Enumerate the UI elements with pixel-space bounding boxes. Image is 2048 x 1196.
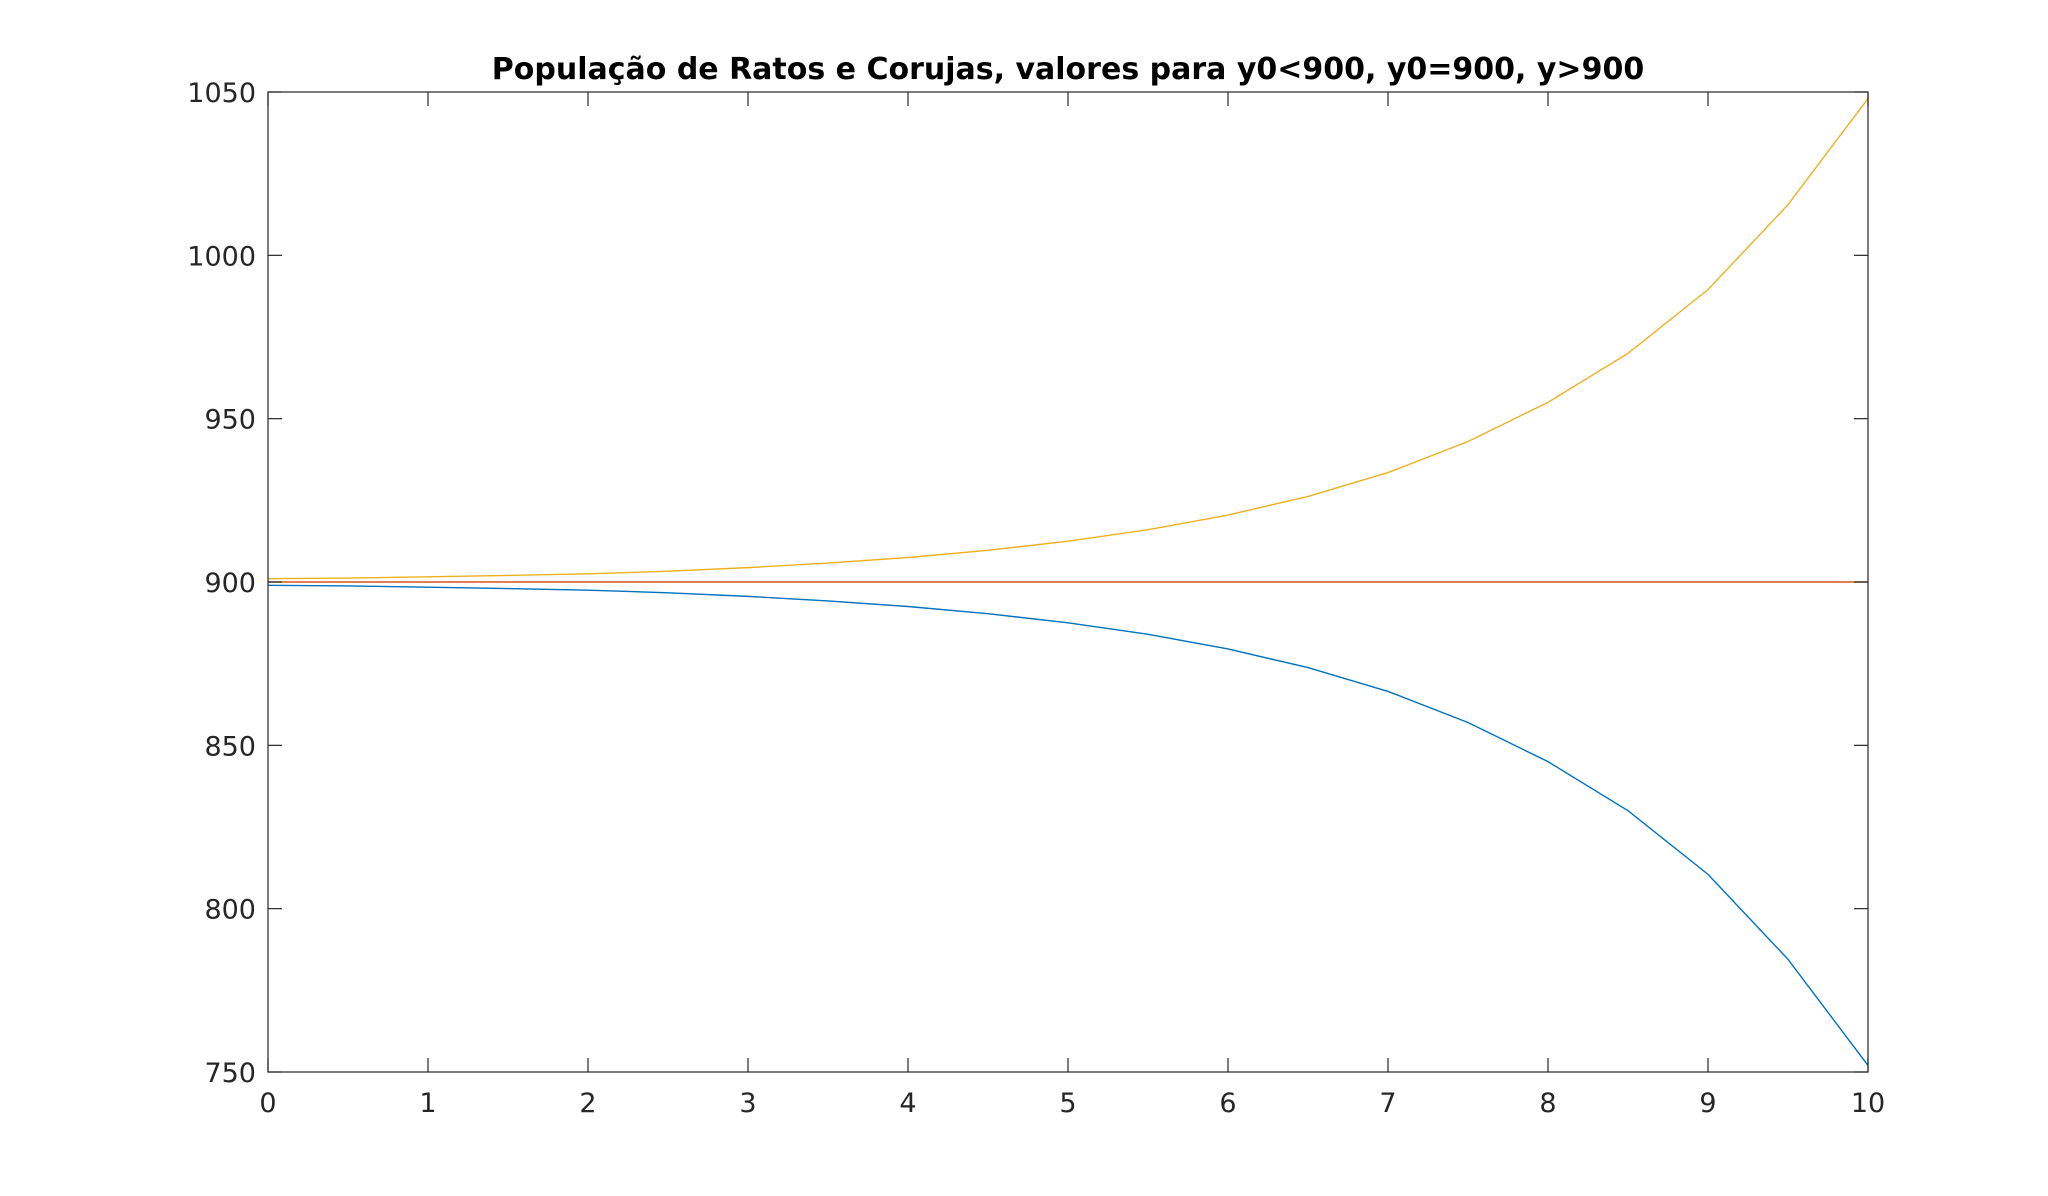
x-tick-label: 6 bbox=[1219, 1088, 1236, 1119]
series-layer bbox=[267, 98, 1869, 1066]
y-axis-ticks: 750 800 850 900 950 1000 1050 bbox=[187, 78, 1868, 1089]
x-tick-label: 8 bbox=[1539, 1088, 1556, 1119]
x-tick-label: 7 bbox=[1379, 1088, 1396, 1119]
x-tick-label: 1 bbox=[419, 1088, 436, 1119]
x-tick-label: 0 bbox=[259, 1088, 276, 1119]
y-tick-label: 950 bbox=[204, 405, 256, 436]
y-tick-label: 1000 bbox=[187, 241, 256, 272]
y-tick-label: 900 bbox=[204, 568, 256, 599]
x-tick-label: 4 bbox=[899, 1088, 916, 1119]
x-axis-ticks: 0 1 2 3 4 5 6 7 8 9 10 bbox=[259, 92, 1885, 1119]
x-tick-label: 2 bbox=[579, 1088, 596, 1119]
x-tick-label: 3 bbox=[739, 1088, 756, 1119]
y-tick-label: 850 bbox=[204, 731, 256, 762]
x-tick-label: 10 bbox=[1851, 1088, 1885, 1119]
x-tick-label: 9 bbox=[1699, 1088, 1716, 1119]
chart-title: População de Ratos e Corujas, valores pa… bbox=[492, 52, 1644, 87]
y-tick-label: 1050 bbox=[187, 78, 256, 109]
series-line-1 bbox=[267, 584, 1869, 1066]
y-tick-label: 750 bbox=[204, 1058, 256, 1089]
x-tick-label: 5 bbox=[1059, 1088, 1076, 1119]
y-tick-label: 800 bbox=[204, 895, 256, 926]
series-line-3 bbox=[267, 98, 1869, 580]
